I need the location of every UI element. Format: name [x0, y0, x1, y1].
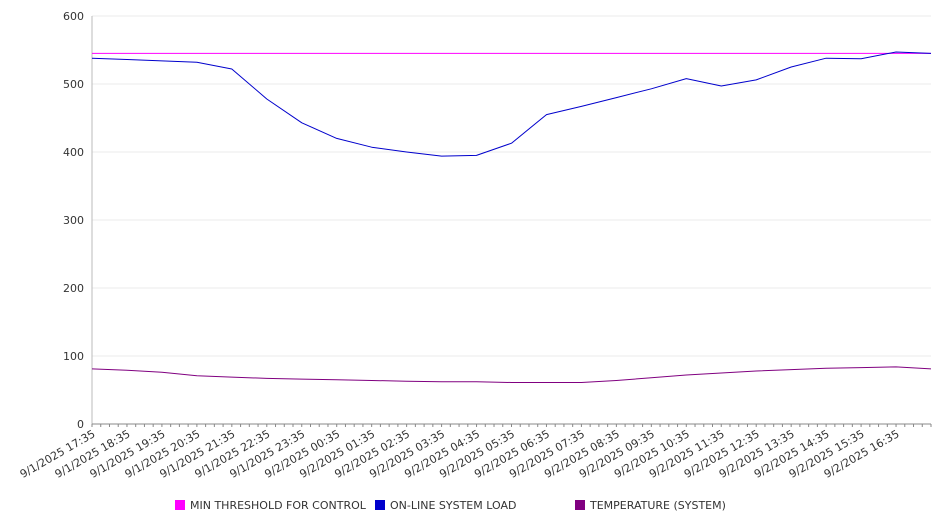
y-tick-labels: 0 100 200 300 400 500 600 — [63, 10, 84, 431]
y-tick-label: 200 — [63, 282, 84, 295]
y-tick-label: 600 — [63, 10, 84, 23]
grid-lines — [92, 15, 931, 357]
series-lines — [91, 51, 932, 383]
legend-label: ON-LINE SYSTEM LOAD — [390, 499, 516, 512]
legend-swatch — [575, 500, 585, 510]
legend-label: TEMPERATURE (SYSTEM) — [589, 499, 726, 512]
legend-label: MIN THRESHOLD FOR CONTROL — [190, 499, 367, 512]
series-line-1 — [91, 51, 932, 157]
legend-swatch — [175, 500, 185, 510]
y-tick-label: 400 — [63, 146, 84, 159]
y-tick-label: 500 — [63, 78, 84, 91]
y-tick-label: 300 — [63, 214, 84, 227]
x-tick-labels: 9/1/2025 17:359/1/2025 18:359/1/2025 19:… — [18, 427, 902, 481]
legend-swatch — [375, 500, 385, 510]
y-tick-label: 100 — [63, 350, 84, 363]
series-line-2 — [91, 366, 932, 383]
y-tick-label: 0 — [77, 418, 84, 431]
legend: MIN THRESHOLD FOR CONTROL ON-LINE SYSTEM … — [175, 499, 726, 512]
axes — [91, 16, 932, 427]
